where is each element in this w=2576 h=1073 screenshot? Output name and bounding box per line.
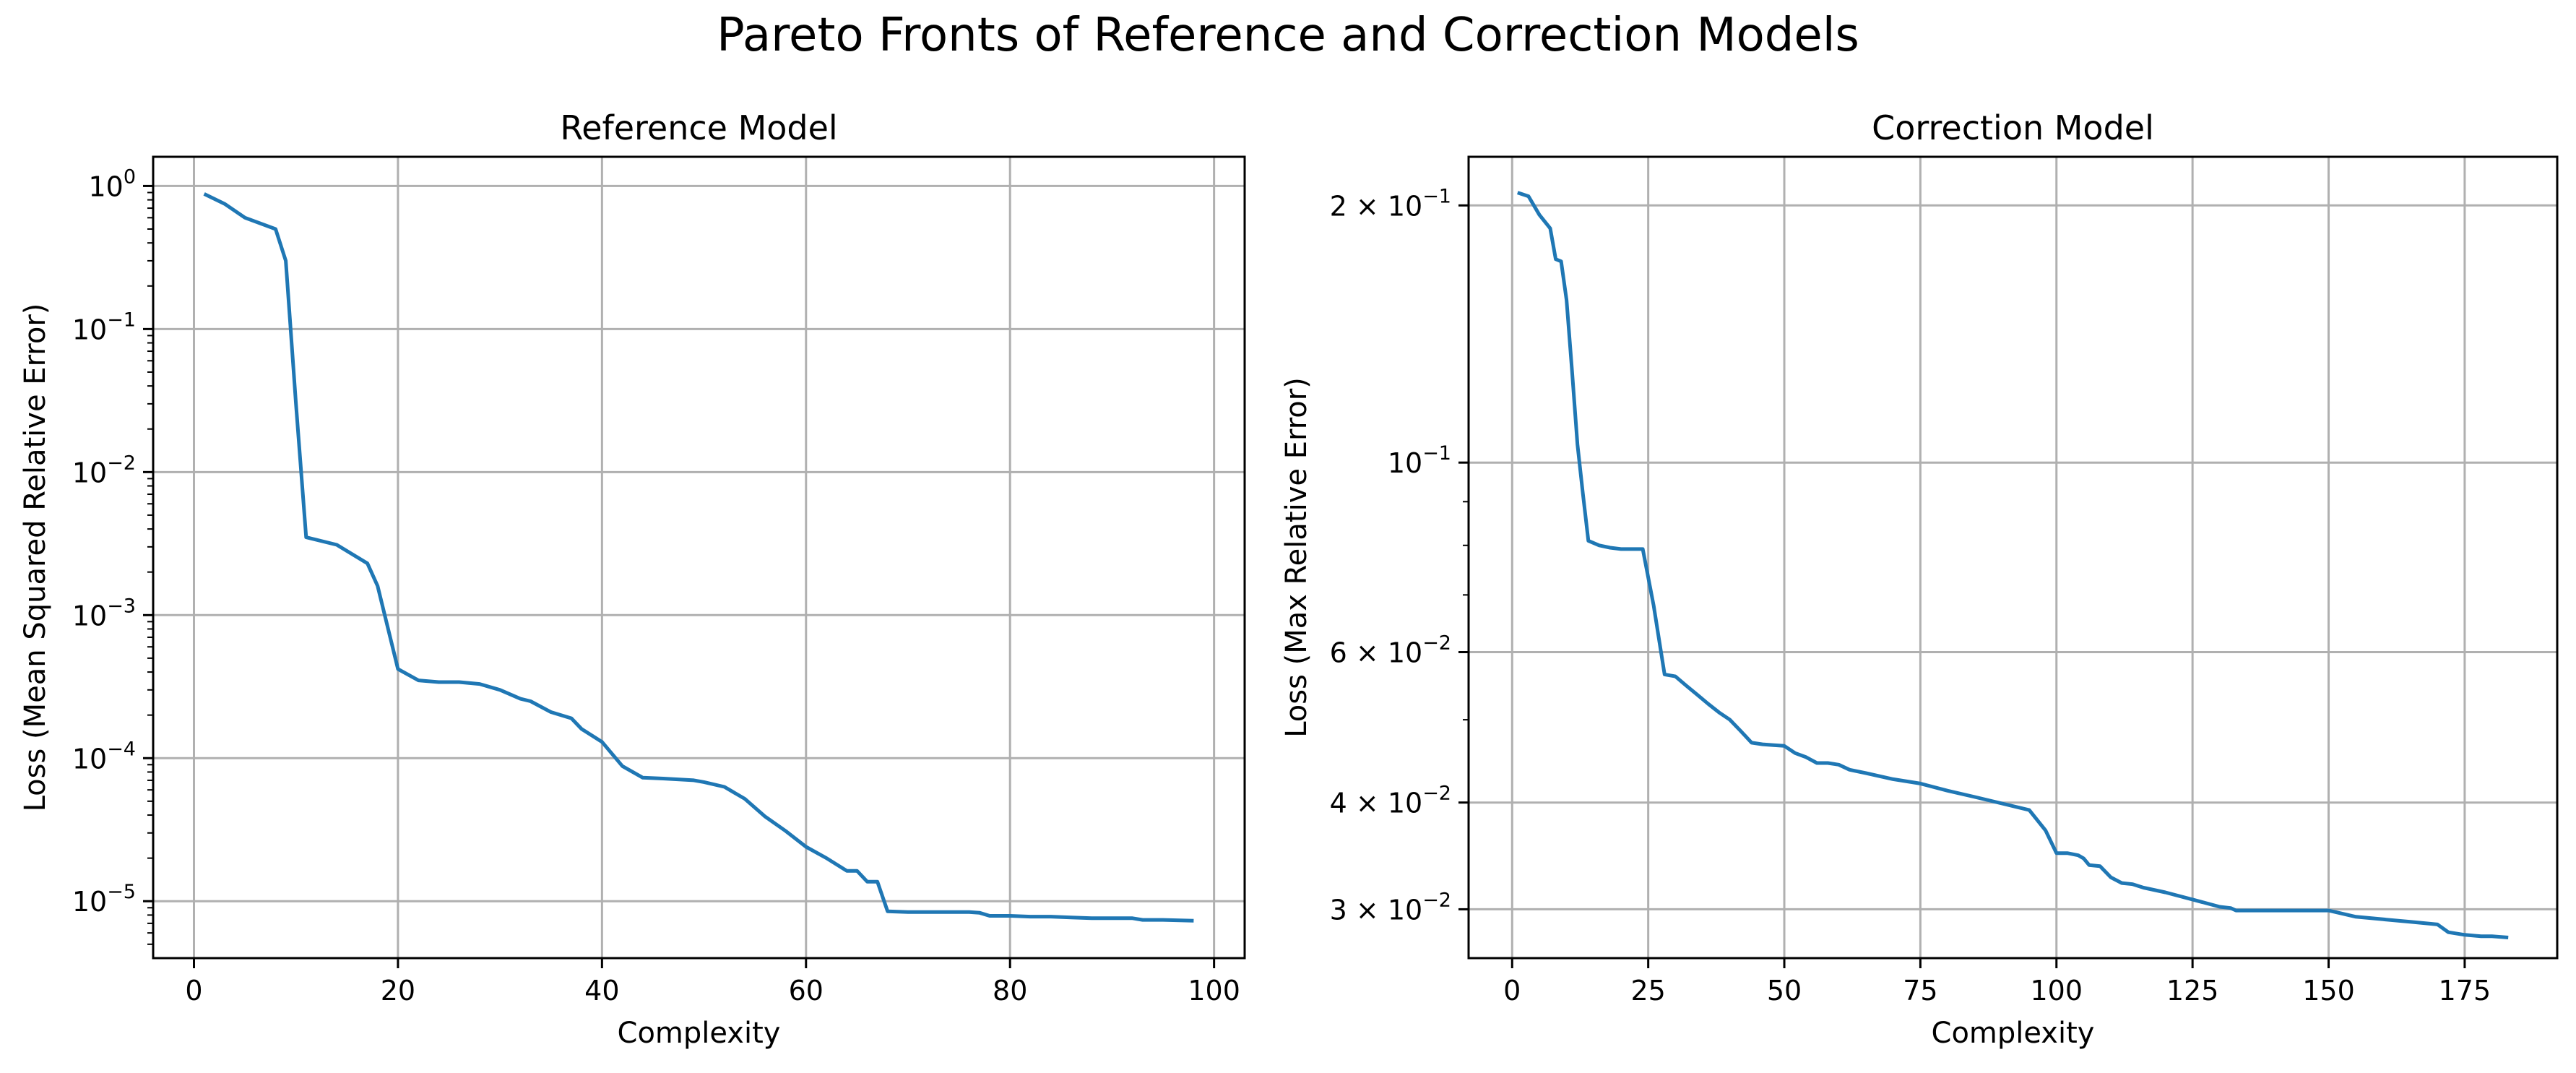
chart-panel-2: 0 25 50 75 100 125 150 175 3 × 10−2 4 × 10−2 6 × 1… bbox=[1280, 108, 2559, 1050]
x-tick-label: 25 bbox=[1630, 975, 1665, 1007]
x-tick-label: 0 bbox=[1503, 975, 1521, 1007]
x-tick-label: 75 bbox=[1903, 975, 1937, 1007]
y-tick-label: 10−3 bbox=[72, 595, 136, 632]
figure-title: Pareto Fronts of Reference and Correctio… bbox=[717, 9, 1859, 62]
x-tick-label: 150 bbox=[2302, 975, 2355, 1007]
x-axis-label: Complexity bbox=[618, 1017, 781, 1050]
y-axis-label: Loss (Max Relative Error) bbox=[1280, 377, 1313, 738]
y-tick-label: 10−5 bbox=[72, 881, 136, 918]
x-tick-label: 0 bbox=[185, 975, 202, 1007]
x-tick-label: 125 bbox=[2166, 975, 2219, 1007]
x-tick-label: 40 bbox=[584, 975, 619, 1007]
y-tick-label: 2 × 10−1 bbox=[1330, 185, 1451, 222]
x-tick-label: 50 bbox=[1767, 975, 1802, 1007]
chart-title: Reference Model bbox=[560, 108, 837, 147]
x-tick-label: 80 bbox=[993, 975, 1027, 1007]
plot-frame bbox=[1467, 155, 2559, 960]
y-tick-label: 100 bbox=[88, 165, 136, 202]
x-tick-label: 60 bbox=[789, 975, 824, 1007]
y-tick-label: 6 × 10−2 bbox=[1330, 632, 1451, 668]
x-tick-label: 100 bbox=[1188, 975, 1240, 1007]
chart-panel-1: 0 20 40 60 80 100 10−5 10−4 10−3 10−2 10−1 100 Refer… bbox=[19, 108, 1246, 1050]
x-tick-label: 175 bbox=[2439, 975, 2491, 1007]
series-line-1 bbox=[1517, 191, 2509, 939]
plot-frame bbox=[152, 155, 1246, 960]
x-tick-label: 20 bbox=[381, 975, 415, 1007]
y-tick-label: 10−4 bbox=[72, 738, 136, 775]
x-tick-label: 100 bbox=[2031, 975, 2083, 1007]
y-axis-label: Loss (Mean Squared Relative Error) bbox=[19, 303, 52, 812]
chart-title: Correction Model bbox=[1872, 108, 2154, 147]
y-tick-label: 10−2 bbox=[72, 452, 136, 488]
x-axis-label: Complexity bbox=[1932, 1017, 2095, 1050]
y-tick-label: 10−1 bbox=[72, 309, 136, 345]
y-tick-label: 4 × 10−2 bbox=[1330, 783, 1451, 819]
series-line-1 bbox=[203, 192, 1194, 923]
y-tick-label: 10−1 bbox=[1388, 442, 1451, 479]
y-tick-label: 3 × 10−2 bbox=[1330, 889, 1451, 926]
